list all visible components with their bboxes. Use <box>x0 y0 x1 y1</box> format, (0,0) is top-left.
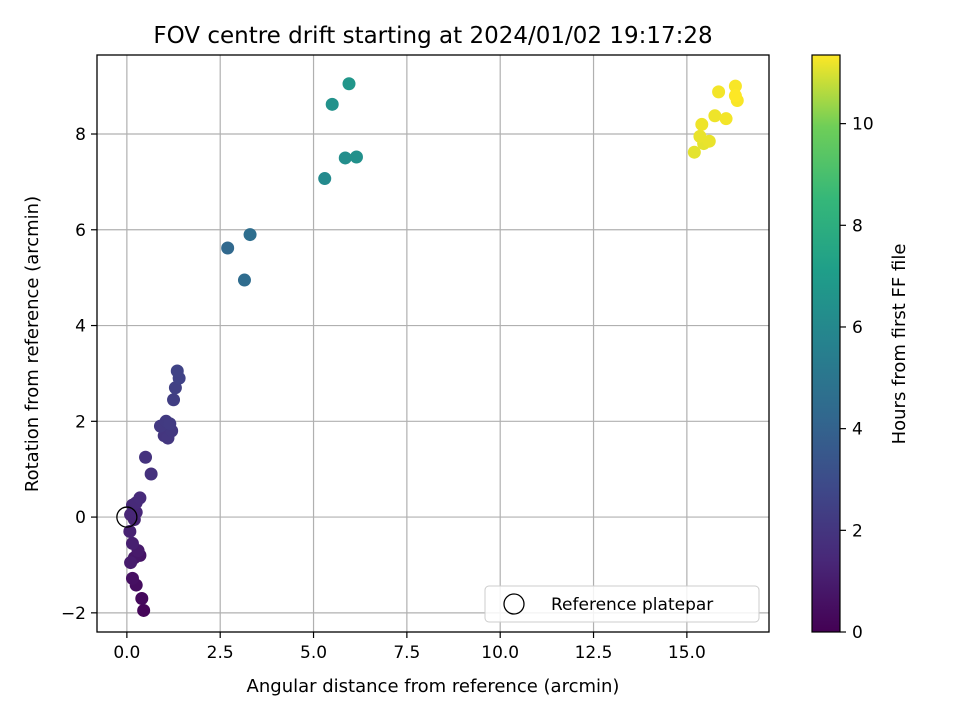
data-point <box>125 571 139 585</box>
chart-title: FOV centre drift starting at 2024/01/02 … <box>153 23 712 49</box>
data-point <box>243 228 257 242</box>
data-point <box>144 467 158 481</box>
colorbar-tick-label: 4 <box>852 420 863 440</box>
colorbar-tick-label: 6 <box>852 318 863 338</box>
data-point <box>167 393 181 407</box>
data-point <box>342 77 356 91</box>
data-point <box>695 117 709 131</box>
colorbar: 0 2 4 6 8 10 Hours from first FF file <box>811 54 910 643</box>
data-point <box>139 450 153 464</box>
data-point <box>338 151 352 165</box>
reference-platepar-marker <box>116 506 138 528</box>
data-point <box>687 145 701 159</box>
data-point <box>728 79 742 93</box>
data-points <box>116 77 744 617</box>
data-point <box>728 89 742 103</box>
data-point <box>237 273 251 287</box>
colorbar-gradient <box>811 54 841 633</box>
colorbar-tick-label: 0 <box>852 623 863 643</box>
y-tick-label: −2 <box>61 604 86 624</box>
data-point <box>719 112 733 126</box>
x-tick-label: 12.5 <box>575 643 613 663</box>
x-tick-label: 0.0 <box>113 643 140 663</box>
legend-box <box>484 585 760 623</box>
legend: Reference platepar <box>484 585 760 623</box>
colorbar-label: Hours from first FF file <box>889 244 910 445</box>
data-point <box>125 536 139 550</box>
colorbar-tick-label: 8 <box>852 216 863 236</box>
x-tick-label: 10.0 <box>481 643 519 663</box>
y-axis-label: Rotation from reference (arcmin) <box>22 196 43 492</box>
grid <box>97 55 769 632</box>
data-point <box>137 603 151 617</box>
data-point <box>133 491 147 505</box>
data-point <box>693 129 707 143</box>
legend-label-reference-platepar: Reference platepar <box>551 595 713 615</box>
data-point <box>318 172 332 186</box>
y-tick-label: 6 <box>75 221 86 241</box>
data-point <box>221 241 235 255</box>
y-tick-label: 8 <box>75 125 86 145</box>
y-tick-label: 0 <box>75 508 86 528</box>
data-point <box>163 417 177 431</box>
x-tick-label: 5.0 <box>300 643 327 663</box>
data-point <box>123 524 137 538</box>
data-point <box>708 109 722 123</box>
y-tick-label: 2 <box>75 412 86 432</box>
y-axis-ticks: −2 0 2 4 6 8 <box>61 125 97 624</box>
legend-marker-hollow-circle <box>503 593 525 615</box>
data-point <box>135 591 149 605</box>
x-tick-label: 15.0 <box>668 643 706 663</box>
colorbar-ticks: 0 2 4 6 8 10 <box>840 115 874 643</box>
data-point <box>325 97 339 111</box>
plot-area-frame <box>96 54 770 633</box>
data-point <box>712 85 726 99</box>
y-tick-label: 4 <box>75 317 86 337</box>
x-axis-ticks: 0.0 2.5 5.0 7.5 10.0 12.5 15.0 <box>113 632 706 663</box>
data-point <box>170 364 184 378</box>
colorbar-tick-label: 10 <box>852 115 874 135</box>
x-tick-label: 7.5 <box>393 643 420 663</box>
x-tick-label: 2.5 <box>207 643 234 663</box>
data-point <box>349 150 363 164</box>
x-axis-label: Angular distance from reference (arcmin) <box>247 676 620 697</box>
colorbar-tick-label: 2 <box>852 521 863 541</box>
data-point <box>124 556 138 570</box>
